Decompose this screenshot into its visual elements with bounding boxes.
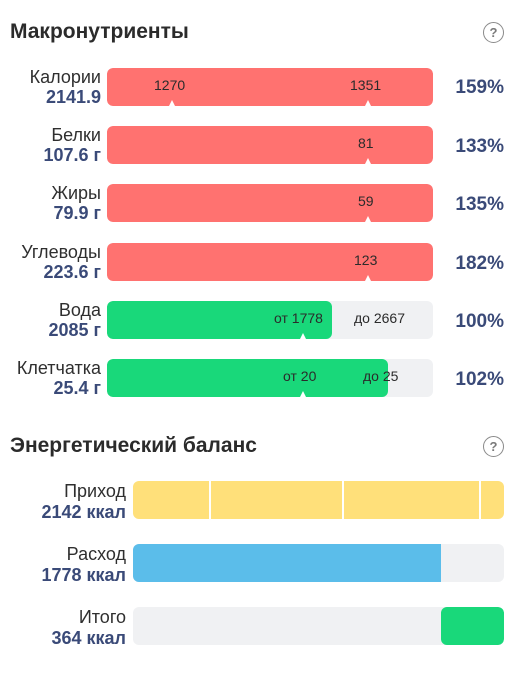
row-value: 2142 ккал <box>41 502 126 522</box>
expense-bar[interactable] <box>133 544 504 582</box>
marker-label: 81 <box>358 135 374 151</box>
segment-divider <box>342 481 344 519</box>
row-label: Жиры <box>51 183 101 203</box>
row-water: Вода 2085 г <box>48 300 101 340</box>
marker-label: 1351 <box>350 77 382 93</box>
marker-label: от 20 <box>283 368 317 384</box>
fat-bar[interactable]: 59 <box>107 184 433 222</box>
row-total: Итого 364 ккал <box>52 607 127 649</box>
row-expense: Расход 1778 ккал <box>41 544 126 586</box>
row-fiber: Клетчатка 25.4 г <box>17 358 101 398</box>
fat-fill <box>107 184 433 222</box>
total-fill <box>441 607 504 645</box>
macros-title: Макронутриенты <box>10 20 189 43</box>
fiber-bar[interactable]: от 20 до 25 <box>107 359 433 397</box>
marker-label: 123 <box>354 252 378 268</box>
row-label: Калории <box>29 67 101 87</box>
calories-fill <box>107 68 433 106</box>
row-value: 2085 г <box>48 320 101 340</box>
row-percent: 133% <box>455 136 504 157</box>
row-label: Вода <box>58 300 101 320</box>
row-protein: Белки 107.6 г <box>43 125 101 165</box>
marker-tick <box>365 216 371 222</box>
balance-help-icon[interactable]: ? <box>483 436 504 457</box>
row-label: Расход <box>66 544 126 564</box>
intake-bar[interactable] <box>133 481 504 519</box>
row-percent: 102% <box>455 369 504 390</box>
calories-bar[interactable]: 1270 1351 <box>107 68 433 106</box>
row-fat: Жиры 79.9 г <box>51 183 101 223</box>
macros-help-icon[interactable]: ? <box>483 22 504 43</box>
marker-tick <box>169 100 175 106</box>
carbs-fill <box>107 243 433 281</box>
row-label: Белки <box>51 125 101 145</box>
marker-tick <box>365 275 371 281</box>
row-value: 364 ккал <box>51 628 127 648</box>
row-label: Углеводы <box>21 242 101 262</box>
row-percent: 182% <box>455 253 504 274</box>
row-percent: 159% <box>455 77 504 98</box>
row-label: Приход <box>64 481 126 501</box>
row-value: 223.6 г <box>43 262 101 282</box>
row-label: Итого <box>78 607 126 627</box>
total-bar[interactable] <box>133 607 504 645</box>
marker-tick <box>300 391 306 397</box>
row-carbs: Углеводы 223.6 г <box>21 242 101 282</box>
row-label: Клетчатка <box>16 358 101 378</box>
balance-title: Энергетический баланс <box>10 434 257 457</box>
carbs-bar[interactable]: 123 <box>107 243 433 281</box>
row-value: 107.6 г <box>43 145 101 165</box>
water-fill <box>107 301 332 339</box>
segment-divider <box>479 481 481 519</box>
segment-divider <box>209 481 211 519</box>
row-value: 25.4 г <box>53 378 101 398</box>
marker-label: до 25 <box>363 368 399 384</box>
protein-bar[interactable]: 81 <box>107 126 433 164</box>
marker-label: 1270 <box>154 77 186 93</box>
protein-fill <box>107 126 433 164</box>
row-value: 2141.9 <box>45 87 101 107</box>
row-value: 79.9 г <box>53 203 101 223</box>
marker-label: от 1778 <box>274 310 323 326</box>
row-percent: 100% <box>455 311 504 332</box>
row-percent: 135% <box>455 194 504 215</box>
water-bar[interactable]: от 1778 до 2667 <box>107 301 433 339</box>
marker-label: 59 <box>358 193 374 209</box>
marker-tick <box>365 158 371 164</box>
marker-tick <box>365 100 371 106</box>
row-value: 1778 ккал <box>41 565 126 585</box>
row-calories: Калории 2141.9 <box>30 67 101 107</box>
marker-label: до 2667 <box>354 310 405 326</box>
row-intake: Приход 2142 ккал <box>41 481 126 523</box>
marker-tick <box>300 333 306 339</box>
fiber-fill <box>107 359 388 397</box>
expense-fill <box>133 544 441 582</box>
